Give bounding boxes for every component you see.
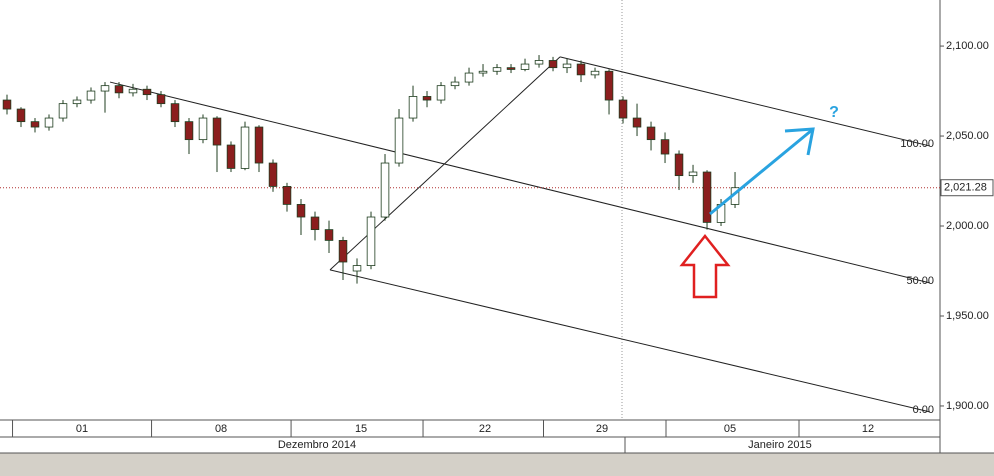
candle-body (562, 63, 572, 69)
candle-body (86, 90, 96, 101)
x-tick-label: 05 (724, 423, 736, 435)
month-label: Janeiro 2015 (748, 439, 812, 451)
candle-body (170, 103, 180, 123)
blue-arrow (709, 127, 815, 216)
candle-body (254, 126, 264, 164)
candle-body (156, 94, 166, 105)
y-tick-label: 1,950.00 (946, 310, 989, 322)
channel-label: 0.00 (913, 404, 934, 416)
candle-body (548, 60, 558, 69)
candle-body (618, 99, 628, 119)
channel-label: 100.00 (900, 138, 934, 150)
candle-body (604, 70, 614, 101)
candle-body (660, 139, 670, 155)
x-tick-label: 01 (76, 423, 88, 435)
x-tick-label: 22 (479, 423, 491, 435)
channel-line (329, 269, 930, 413)
candle-body (394, 117, 404, 164)
arrow-shaft (709, 128, 813, 216)
candle-body (142, 88, 152, 96)
candle-body (632, 117, 642, 128)
candle-body (646, 126, 656, 141)
x-tick-label: 29 (596, 423, 608, 435)
candle-body (114, 85, 124, 94)
candle-body (366, 216, 376, 267)
candle-body (44, 117, 54, 128)
candle-body (422, 96, 432, 101)
candle-body (72, 99, 82, 105)
channel-line (559, 56, 930, 147)
plot-area (0, 0, 940, 420)
candle-body (226, 144, 236, 169)
x-tick-label: 08 (215, 423, 227, 435)
candle-body (128, 88, 138, 94)
candle-body (16, 108, 26, 123)
x-tick-label: 15 (355, 423, 367, 435)
candle-body (30, 121, 40, 128)
red-up-arrow (679, 233, 731, 299)
candle-body (184, 121, 194, 141)
candle-body (212, 117, 222, 146)
candle-body (534, 60, 544, 65)
channel-line (109, 81, 930, 284)
y-tick-label: 2,050.00 (946, 130, 989, 142)
marks: 100.00 50.00 0.00 (0, 55, 940, 416)
candle-body (282, 186, 292, 205)
y-tick-label: 2,100.00 (946, 40, 989, 52)
candle-body (520, 63, 530, 70)
candle-body (2, 99, 12, 110)
y-axis-strip (940, 0, 994, 453)
candle-body (352, 265, 362, 272)
last-price-box (940, 179, 994, 197)
y-tick-label: 2,000.00 (946, 220, 989, 232)
candle-body (198, 117, 208, 141)
candle-body (590, 70, 600, 76)
candle-body (100, 85, 110, 92)
candle-body (58, 103, 68, 119)
candle-body (688, 171, 698, 177)
candle-body (492, 67, 502, 72)
candle-body (506, 67, 516, 70)
candle-body (240, 126, 250, 169)
candle-body (268, 162, 278, 187)
candle-body (478, 70, 488, 74)
last-price-label: 2,021.28 (944, 182, 987, 194)
candle-body (674, 153, 684, 177)
arrow-shape (679, 233, 731, 299)
candle-body (310, 216, 320, 231)
x-tick-label: 12 (862, 423, 874, 435)
arrow-head (784, 127, 815, 156)
candle-body (436, 85, 446, 101)
candle-body (702, 171, 712, 223)
month-label: Dezembro 2014 (278, 439, 356, 451)
channel-label: 50.00 (906, 275, 934, 287)
candle-body (408, 96, 418, 119)
candle-body (380, 162, 390, 218)
candle-body (450, 81, 460, 87)
y-tick-label: 1,900.00 (946, 400, 989, 412)
candle-body (338, 240, 348, 263)
candle-body (576, 63, 586, 76)
question-mark: ? (829, 104, 839, 121)
candle-body (324, 229, 334, 241)
candle-body (464, 72, 474, 83)
candle-body (296, 204, 306, 218)
